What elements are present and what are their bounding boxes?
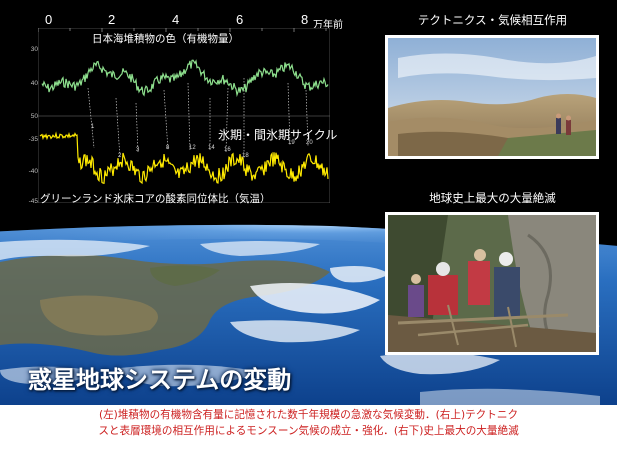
main-title: 惑星地球システムの変動 — [28, 366, 292, 394]
x-axis-unit: 万年前 — [313, 20, 343, 31]
lower-plot-label: グリーンランド氷床コアの酸素同位体比（気温） — [40, 193, 271, 205]
lower-y-tick-35: -35 — [28, 136, 38, 143]
climate-plot: 30 40 50 -35 -40 -45 日本海堆積物の色（有機物量） 氷期・間… — [29, 28, 337, 205]
upper-y-tick-50: 50 — [30, 113, 38, 120]
x-tick-2: 2 — [108, 12, 116, 27]
oxygen-isotope-series — [39, 131, 329, 185]
upper-plot-label: 日本海堆積物の色（有機物量） — [92, 33, 239, 45]
mass-extinction-photo-image — [388, 215, 596, 353]
mass-extinction-photo — [385, 212, 599, 355]
climate-plot-svg — [38, 28, 330, 203]
cycle-number: 19 — [288, 140, 295, 146]
photo-bottom-title: 地球史上最大の大量絶滅 — [429, 191, 556, 205]
cycle-number: 18 — [242, 153, 249, 159]
cycle-number: 8 — [166, 145, 170, 151]
upper-y-tick-40: 40 — [30, 80, 38, 87]
caption-line-1: (左)堆積物の有機物含有量に記憶された数千年規模の急激な気候変動．(右上)テクト… — [98, 409, 519, 421]
caption-line-2: スと表層環境の相互作用によるモンスーン気候の成立・強化．(右下)史上最大の大量絶… — [98, 425, 519, 437]
cycle-number: 20 — [306, 140, 313, 146]
x-tick-6: 6 — [236, 12, 244, 27]
upper-y-tick-30: 30 — [30, 46, 38, 53]
tectonics-photo — [385, 35, 599, 159]
organic-matter-series — [41, 59, 329, 98]
cycle-number: 16 — [224, 147, 231, 153]
photo-top-title: テクトニクス・気候相互作用 — [417, 13, 568, 27]
cycle-number: 2 — [118, 153, 122, 159]
x-tick-4: 4 — [172, 12, 180, 27]
lower-y-tick-45: -45 — [28, 198, 38, 205]
figure-panel: 0 2 4 6 8 万年前 30 40 5 — [0, 0, 617, 405]
cycle-number: 3 — [136, 147, 140, 153]
x-tick-8: 8 — [301, 12, 309, 27]
figure-caption: (左)堆積物の有機物含有量に記憶された数千年規模の急激な気候変動．(右上)テクト… — [0, 407, 617, 439]
lower-y-tick-40: -40 — [28, 168, 38, 175]
glacial-cycle-label: 氷期・間氷期サイクル — [218, 128, 338, 142]
cycle-number: 1 — [91, 124, 95, 130]
x-tick-0: 0 — [45, 12, 53, 27]
cycle-number: 14 — [208, 145, 215, 151]
cycle-number: 12 — [189, 145, 196, 151]
tectonics-photo-image — [388, 38, 596, 156]
